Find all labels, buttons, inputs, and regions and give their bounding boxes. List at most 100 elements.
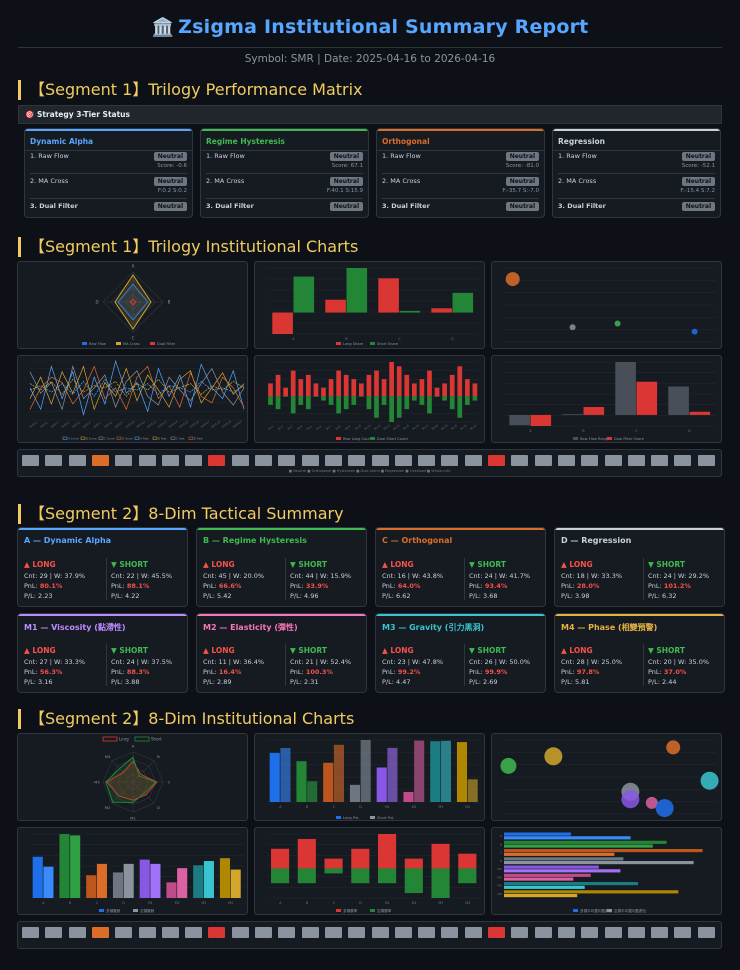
eight-dim-radar-chart-svg: A B C D M1 M2 M3 M4 Long Short bbox=[94, 737, 171, 821]
long-column: ▲ LONG Cnt: 18 | W: 33.3% PnL: 28.0% P/L: 3… bbox=[561, 560, 641, 602]
regime-cell bbox=[534, 455, 552, 466]
bar-mark bbox=[464, 379, 470, 397]
regime-cell bbox=[45, 455, 63, 466]
status-badge: Neutral bbox=[681, 152, 715, 161]
status-badge: Neutral bbox=[681, 177, 715, 186]
bar-mark bbox=[305, 374, 311, 397]
tactical-card: D — Regression ▲ LONG Cnt: 18 | W: 33.3% Pn… bbox=[554, 527, 725, 607]
tick-label: 2025-7 bbox=[92, 420, 102, 429]
score-text: Score: -0.6 bbox=[157, 163, 187, 169]
pnl-line: PnL: 80.1% bbox=[24, 582, 63, 590]
bar-mark bbox=[112, 872, 124, 898]
bar-mark bbox=[378, 868, 397, 884]
legend-label: Short PnL bbox=[377, 816, 394, 820]
score-timeline-chart-svg: 2025-1 2025-2 2025-3 2025-4 2025-5 2025-6 2025… bbox=[28, 359, 245, 441]
count-winrate: Cnt: 24 | W: 29.2% bbox=[648, 572, 710, 580]
scatter-point bbox=[700, 771, 719, 790]
tick-label: M3 bbox=[498, 884, 503, 888]
bar-mark bbox=[411, 396, 417, 401]
ma-cross-row: 2. MA Cross Neutral bbox=[377, 176, 544, 187]
count-winrate: Cnt: 27 | W: 33.3% bbox=[24, 658, 86, 666]
bar-mark bbox=[430, 741, 441, 802]
scatter-point bbox=[500, 757, 517, 774]
bar-mark bbox=[440, 740, 451, 802]
bar-mark bbox=[458, 853, 477, 869]
bar-mark bbox=[269, 752, 280, 802]
status-badge: Neutral bbox=[681, 202, 715, 211]
radar-axis-label: M2 bbox=[105, 805, 111, 810]
bar-mark bbox=[150, 863, 161, 898]
pnl-value: 28.0% bbox=[576, 582, 600, 590]
bar-mark bbox=[378, 834, 397, 869]
long-label: ▲ LONG bbox=[382, 646, 414, 655]
legend-label: Dual Filter Share bbox=[614, 437, 645, 441]
winrate-pnl-scatter-chart bbox=[491, 733, 722, 821]
profit-loss-ratio: P/L: 2.31 bbox=[290, 678, 319, 686]
regime-cell bbox=[91, 455, 109, 466]
bar-mark bbox=[333, 744, 344, 802]
strategy-name: Regime Hysteresis bbox=[201, 131, 368, 151]
regime-cell bbox=[464, 927, 482, 938]
tick-label: 04-8 bbox=[334, 424, 341, 431]
short-column: ▼ SHORT Cnt: 20 | W: 35.0% PnL: 37.0% P/L: … bbox=[648, 646, 724, 688]
bar-mark bbox=[403, 791, 414, 802]
dimension-name: C — Orthogonal bbox=[382, 536, 453, 545]
radar-axis-label: A bbox=[132, 744, 135, 749]
legend-label: Long bbox=[119, 737, 129, 742]
bar-mark bbox=[219, 858, 231, 898]
bank-icon: 🏛️ bbox=[151, 17, 175, 38]
tick-label: B bbox=[500, 842, 502, 846]
long-label: ▲ LONG bbox=[382, 560, 414, 569]
bar-mark bbox=[298, 396, 304, 405]
row-label: 3. Dual Filter bbox=[558, 202, 606, 210]
regime-strip: ■ Neutral ■ Orthogonal ■ Hysteresis ■ Du… bbox=[17, 449, 722, 477]
regime-cell bbox=[651, 927, 669, 938]
regime-cell bbox=[697, 455, 715, 466]
bar-mark bbox=[411, 383, 417, 397]
legend-swatch bbox=[573, 437, 578, 440]
tick-label: M1 bbox=[148, 901, 153, 905]
regime-cell bbox=[581, 927, 599, 938]
row-label: 2. MA Cross bbox=[382, 177, 421, 185]
legend-label: Long Share bbox=[343, 342, 364, 346]
pnl-line: PnL: 99.9% bbox=[469, 668, 508, 676]
tick-label: 04-7 bbox=[325, 424, 332, 431]
short-label: ▼ SHORT bbox=[469, 646, 506, 655]
pnl-value: 93.4% bbox=[484, 582, 508, 590]
bar-mark bbox=[464, 396, 470, 405]
bar-mark bbox=[366, 374, 372, 397]
bar-mark bbox=[427, 396, 432, 414]
bar-mark bbox=[349, 784, 361, 802]
dimension-name: A — Dynamic Alpha bbox=[24, 536, 112, 545]
raw-flow-row: 1. Raw Flow Neutral bbox=[201, 151, 368, 162]
bar-mark bbox=[376, 767, 387, 802]
bar-mark bbox=[583, 407, 605, 415]
bar-mark bbox=[328, 379, 334, 397]
tick-label: 2025-3 bbox=[50, 420, 60, 429]
regime-cell bbox=[161, 927, 179, 938]
legend-swatch bbox=[134, 436, 140, 440]
legend-swatch bbox=[150, 342, 155, 345]
tactical-card: B — Regime Hysteresis ▲ LONG Cnt: 45 | W: … bbox=[196, 527, 367, 607]
radar-axis-label: M1 bbox=[130, 816, 136, 821]
legend-label: Short bbox=[151, 737, 162, 742]
row-label: 3. Dual Filter bbox=[30, 202, 78, 210]
legend-label: 多頭平均獲利盈虧比 bbox=[580, 908, 613, 913]
pnl-value: 16.4% bbox=[218, 668, 242, 676]
tick-label: 04-4 bbox=[296, 424, 303, 431]
bar-mark bbox=[343, 396, 349, 410]
tick-label: 04-21 bbox=[459, 423, 468, 431]
tick-label: 2025-20 bbox=[232, 419, 243, 429]
tick-label: B bbox=[306, 901, 308, 905]
dimension-name: M2 — Elasticity (彈性) bbox=[203, 623, 298, 632]
bar-mark bbox=[324, 868, 343, 874]
long-label: ▲ LONG bbox=[561, 560, 593, 569]
score-text: Score: -81.0 bbox=[505, 163, 539, 169]
tick-label: A bbox=[279, 805, 282, 809]
win-share-chart-svg: A B C D M1 M2 M3 M4 多頭勝率 空頭勝率 bbox=[267, 833, 481, 913]
legend-label: D Fast bbox=[194, 437, 204, 441]
profit-loss-ratio: P/L: 5.42 bbox=[203, 592, 232, 600]
count-bar-chart-svg: A B C D M1 M2 M3 M4 多頭筆數 空頭筆數 bbox=[30, 833, 244, 913]
bar-mark bbox=[268, 383, 273, 397]
count-winrate: Cnt: 26 | W: 50.0% bbox=[469, 658, 531, 666]
